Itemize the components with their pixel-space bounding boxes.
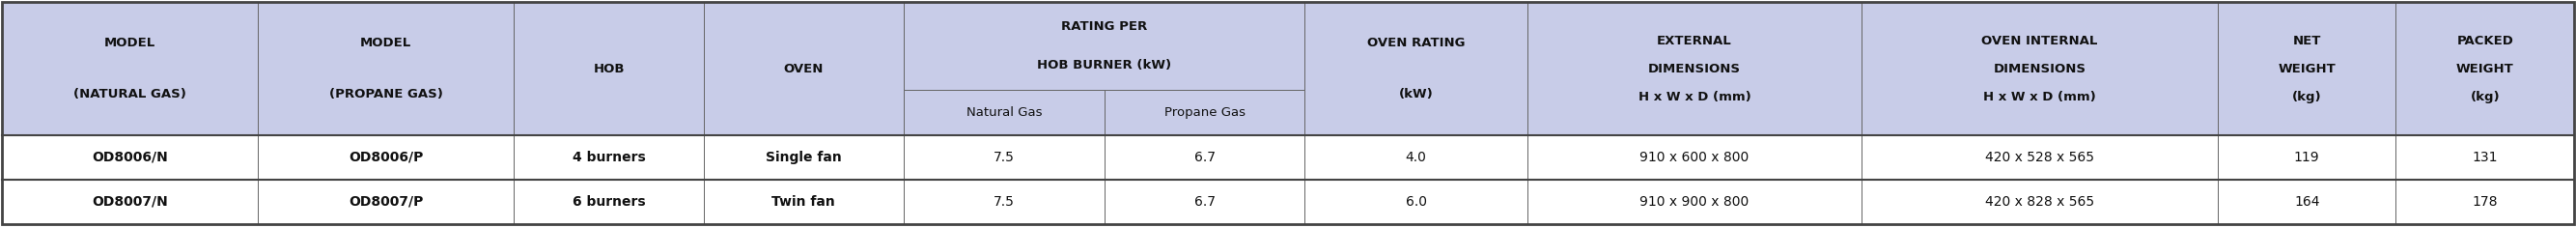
Text: OVEN: OVEN xyxy=(783,62,824,75)
Text: Natural Gas: Natural Gas xyxy=(966,106,1041,119)
Bar xyxy=(1303,135,1528,180)
Text: H x W x D (mm): H x W x D (mm) xyxy=(1638,90,1752,103)
Bar xyxy=(904,2,1303,90)
Bar xyxy=(1303,180,1528,224)
Text: OVEN RATING: OVEN RATING xyxy=(1368,37,1466,49)
Text: OD8006/N: OD8006/N xyxy=(93,151,167,164)
Text: HOB BURNER (kW): HOB BURNER (kW) xyxy=(1038,59,1172,72)
Text: DIMENSIONS: DIMENSIONS xyxy=(1649,62,1741,75)
Bar xyxy=(703,180,904,224)
Text: EXTERNAL: EXTERNAL xyxy=(1656,34,1731,47)
Bar xyxy=(703,135,904,180)
Text: 164: 164 xyxy=(2295,195,2318,208)
Bar xyxy=(1528,2,1862,135)
Text: OVEN INTERNAL: OVEN INTERNAL xyxy=(1981,34,2097,47)
Text: RATING PER: RATING PER xyxy=(1061,20,1146,33)
Text: OD8006/P: OD8006/P xyxy=(348,151,422,164)
Text: WEIGHT: WEIGHT xyxy=(2277,62,2336,75)
Bar xyxy=(703,2,904,135)
Text: WEIGHT: WEIGHT xyxy=(2455,62,2514,75)
Text: 6.7: 6.7 xyxy=(1193,195,1216,208)
Text: (kg): (kg) xyxy=(2293,90,2321,103)
Bar xyxy=(1862,180,2218,224)
Text: 131: 131 xyxy=(2473,151,2499,164)
Text: Single fan: Single fan xyxy=(765,151,842,164)
Bar xyxy=(904,135,1105,180)
Bar xyxy=(1528,180,1862,224)
Text: MODEL: MODEL xyxy=(361,37,412,49)
Text: (PROPANE GAS): (PROPANE GAS) xyxy=(330,88,443,100)
Text: OD8007/P: OD8007/P xyxy=(348,195,422,208)
Text: Twin fan: Twin fan xyxy=(773,195,835,208)
Text: Propane Gas: Propane Gas xyxy=(1164,106,1244,119)
Text: NET: NET xyxy=(2293,34,2321,47)
Text: 910 x 600 x 800: 910 x 600 x 800 xyxy=(1641,151,1749,164)
Text: H x W x D (mm): H x W x D (mm) xyxy=(1984,90,2097,103)
Text: 7.5: 7.5 xyxy=(994,195,1015,208)
Text: 6 burners: 6 burners xyxy=(572,195,644,208)
Bar xyxy=(515,135,703,180)
Bar xyxy=(2218,2,2396,135)
Bar xyxy=(1303,2,1528,135)
Text: (kW): (kW) xyxy=(1399,88,1432,100)
Bar xyxy=(3,135,258,180)
Text: HOB: HOB xyxy=(592,62,623,75)
Bar xyxy=(2396,180,2573,224)
Text: 910 x 900 x 800: 910 x 900 x 800 xyxy=(1641,195,1749,208)
Bar xyxy=(1862,135,2218,180)
Bar xyxy=(515,2,703,135)
Bar xyxy=(904,90,1105,135)
Bar xyxy=(1105,180,1303,224)
Text: 6.7: 6.7 xyxy=(1193,151,1216,164)
Bar xyxy=(1105,90,1303,135)
Bar xyxy=(2396,135,2573,180)
Text: (kg): (kg) xyxy=(2470,90,2499,103)
Text: 4 burners: 4 burners xyxy=(572,151,647,164)
Bar xyxy=(3,180,258,224)
Bar xyxy=(904,180,1105,224)
Text: MODEL: MODEL xyxy=(103,37,155,49)
Bar xyxy=(258,2,515,135)
Text: 178: 178 xyxy=(2473,195,2499,208)
Text: 420 x 828 x 565: 420 x 828 x 565 xyxy=(1986,195,2094,208)
Bar xyxy=(1528,135,1862,180)
Text: (NATURAL GAS): (NATURAL GAS) xyxy=(75,88,185,100)
Text: DIMENSIONS: DIMENSIONS xyxy=(1994,62,2087,75)
Bar xyxy=(258,180,515,224)
Text: 119: 119 xyxy=(2295,151,2318,164)
Text: 420 x 528 x 565: 420 x 528 x 565 xyxy=(1986,151,2094,164)
Bar xyxy=(2396,2,2573,135)
Text: 4.0: 4.0 xyxy=(1406,151,1427,164)
Bar xyxy=(1105,135,1303,180)
Text: OD8007/N: OD8007/N xyxy=(93,195,167,208)
Bar xyxy=(2218,135,2396,180)
Bar xyxy=(1862,2,2218,135)
Bar xyxy=(258,135,515,180)
Text: 7.5: 7.5 xyxy=(994,151,1015,164)
Bar xyxy=(3,2,258,135)
Bar xyxy=(2218,180,2396,224)
Text: PACKED: PACKED xyxy=(2458,34,2514,47)
Bar xyxy=(515,180,703,224)
Text: 6.0: 6.0 xyxy=(1406,195,1427,208)
